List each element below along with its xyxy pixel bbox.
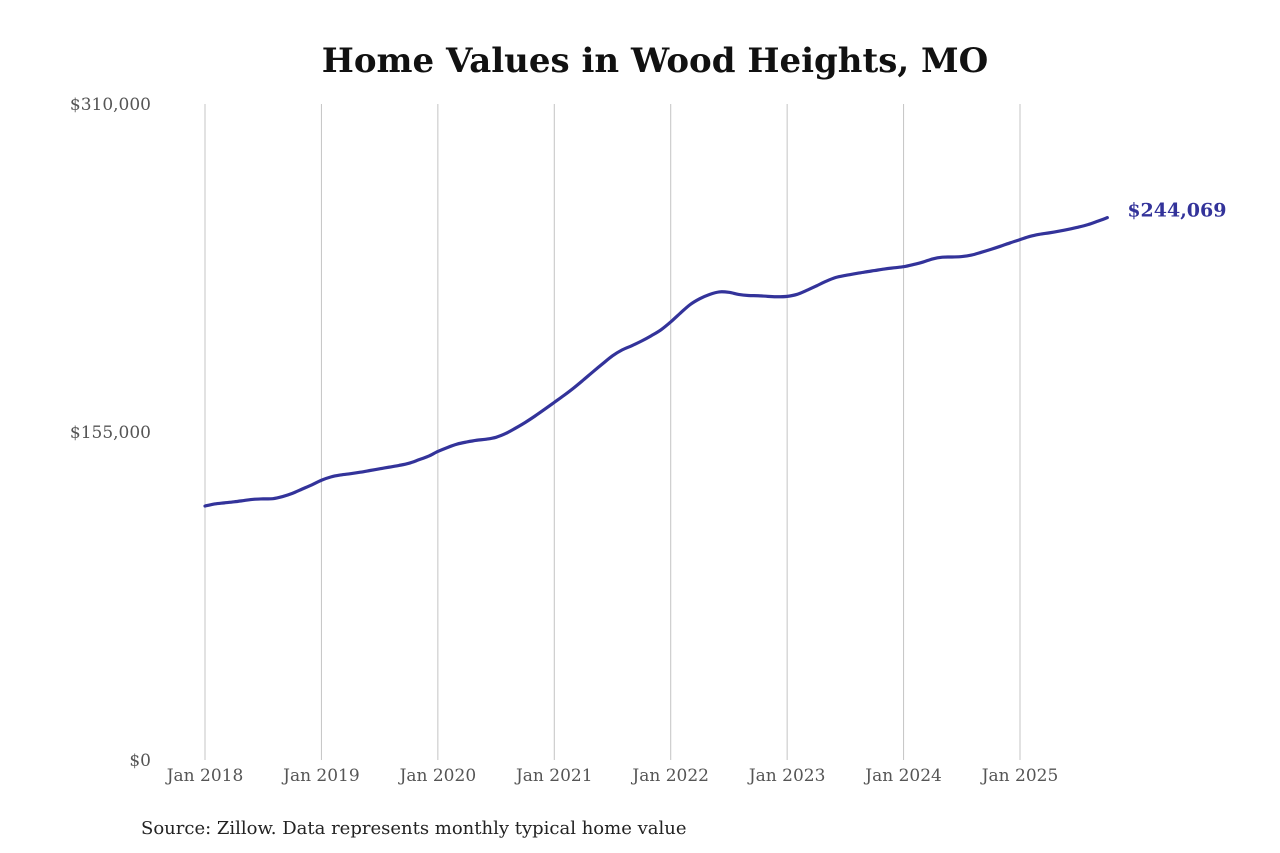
series-layer: $244,069 <box>203 200 1226 508</box>
x-tick-label: Jan 2019 <box>281 766 360 786</box>
source-note: Source: Zillow. Data represents monthly … <box>141 818 687 839</box>
y-tick-label: $155,000 <box>70 423 151 443</box>
x-axis-ticks: Jan 2018 Jan 2019 Jan 2020 Jan 2021 Jan 2022… <box>165 766 1059 786</box>
x-tick-label: Jan 2023 <box>747 766 826 786</box>
y-tick-label: $0 <box>129 751 151 771</box>
x-tick-label: Jan 2024 <box>863 766 942 786</box>
gridlines <box>204 104 1021 760</box>
x-tick-label: Jan 2022 <box>630 766 709 786</box>
x-tick-label: Jan 2020 <box>398 766 477 786</box>
x-tick-label: Jan 2018 <box>165 766 244 786</box>
x-tick-label: Jan 2021 <box>514 766 593 786</box>
y-tick-label: $310,000 <box>70 95 151 115</box>
series-line-0 <box>203 216 1109 508</box>
x-tick-label: Jan 2025 <box>980 766 1059 786</box>
end-value-label: $244,069 <box>1127 200 1226 222</box>
chart-title: Home Values in Wood Heights, MO <box>322 41 989 81</box>
y-axis-ticks: $0 $155,000 $310,000 <box>70 95 151 771</box>
